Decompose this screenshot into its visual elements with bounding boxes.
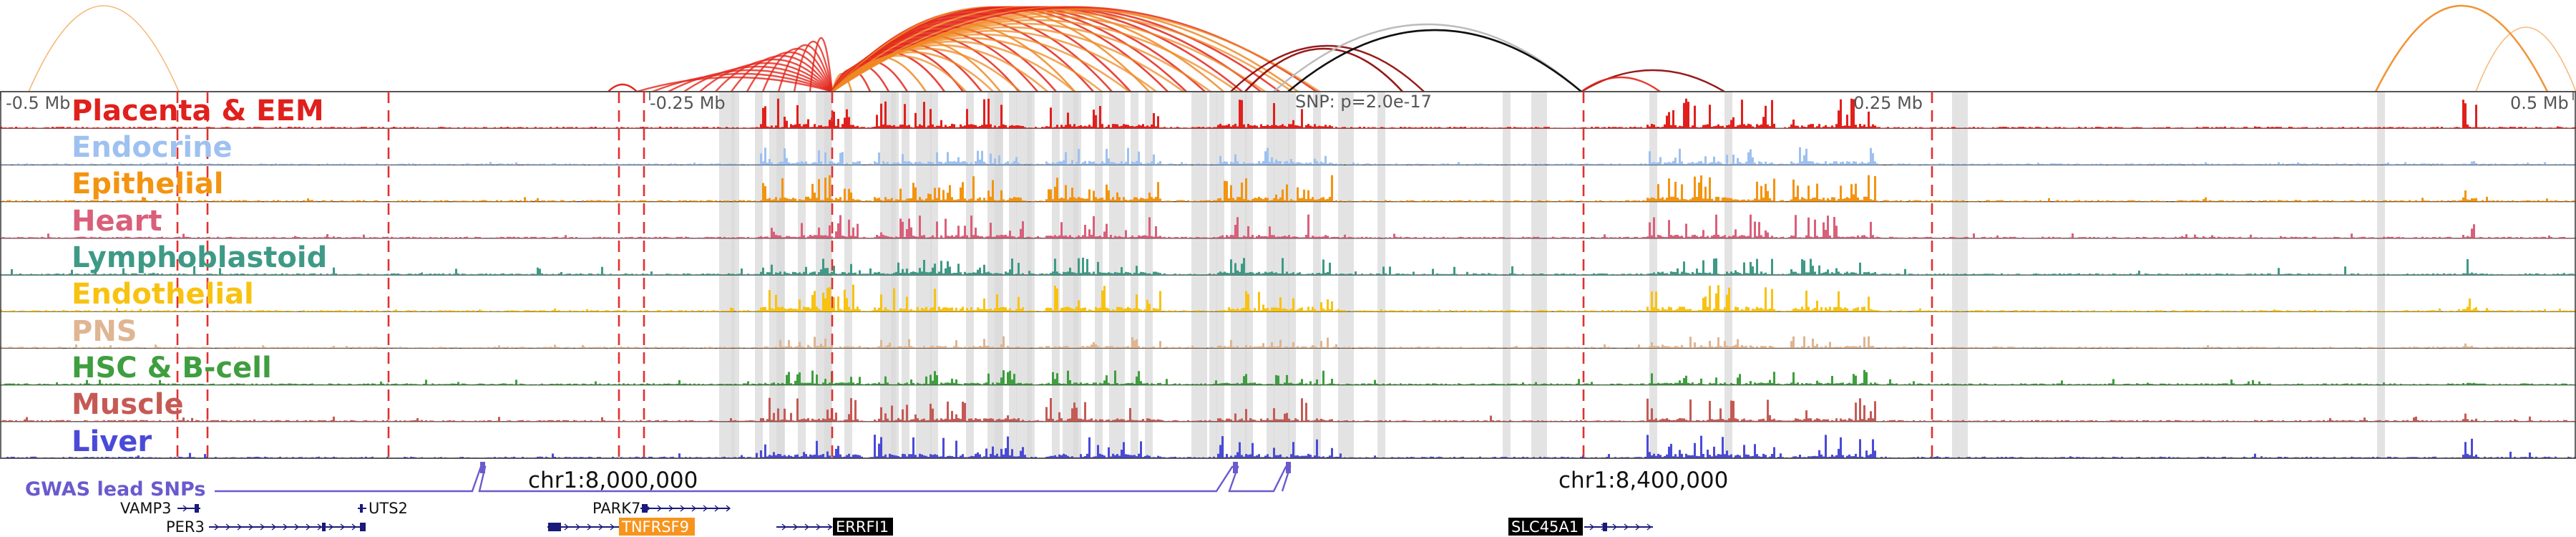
gwas-connector [215,467,1290,491]
gene-exon [322,523,326,531]
gene-label-slc45a1: SLC45A1 [1511,518,1579,536]
gene-label-park7: PARK7 [592,500,640,517]
scale-label-minus-quarter: -0.25 Mb [650,93,726,113]
track-label-epithelial: Epithelial [72,168,224,200]
gwas-lead-snp-marker [1286,462,1291,473]
track-label-lymphoblastoid: Lymphoblastoid [72,241,327,274]
scale-label-plus-quarter: 0.25 Mb [1853,93,1923,113]
interaction-arc [608,84,637,92]
track-label-heart: Heart [72,205,162,238]
genome-browser-canvas: -0.5 Mb -0.25 Mb SNP: p=2.0e-17 0.25 Mb … [0,0,2576,537]
gene-exon [1603,523,1607,531]
gwas-lead-snp-marker [1233,462,1238,473]
track-label-endothelial: Endothelial [72,278,254,311]
track-label-endocrine: Endocrine [72,131,233,164]
snp-pvalue-label: SNP: p=2.0e-17 [1295,92,1432,112]
scale-label-minus-half: -0.5 Mb [6,93,70,113]
gene-exon [195,504,199,513]
gene-exon [360,523,366,531]
gene-label-errfi1: ERRFI1 [836,518,889,536]
gene-label-uts2: UTS2 [369,500,408,517]
gene-label-tnfrsf9: TNFRSF9 [621,518,689,536]
interaction-arc [2476,27,2576,92]
gene-label-per3: PER3 [166,518,205,536]
coordinate-labels: chr1:8,000,000 chr1:8,400,000 [528,468,1728,493]
coord-label-8400000: chr1:8,400,000 [1558,468,1728,493]
track-label-pns: PNS [72,315,137,348]
track-label-liver: Liver [72,425,152,458]
gene-track: VAMP3 UTS2 PER3 PARK7 TNFRSF9 ERRFI1 SLC… [120,500,1653,536]
interaction-arc [1288,30,1581,92]
interaction-arc [2376,6,2547,92]
track-label-hsc-bcell: HSC & B-cell [72,352,272,384]
interaction-arc [1581,77,1660,92]
track-labels: Placenta & EEM Endocrine Epithelial Hear… [72,95,327,458]
scale-label-plus-half: 0.5 Mb [2510,93,2569,113]
track-label-muscle: Muscle [72,388,184,421]
gwas-label: GWAS lead SNPs [25,478,205,500]
gene-exon [360,504,363,513]
interaction-arc [29,6,179,92]
track-label-placenta: Placenta & EEM [72,95,324,127]
gene-exon [642,504,648,513]
gene-label-vamp3: VAMP3 [120,500,172,517]
coord-label-8000000: chr1:8,000,000 [528,468,698,493]
interaction-arcs [29,6,2576,92]
genome-browser: -0.5 Mb -0.25 Mb SNP: p=2.0e-17 0.25 Mb … [0,0,2576,537]
gene-exon [548,523,561,531]
gwas-lead-snp-marker [480,462,485,473]
